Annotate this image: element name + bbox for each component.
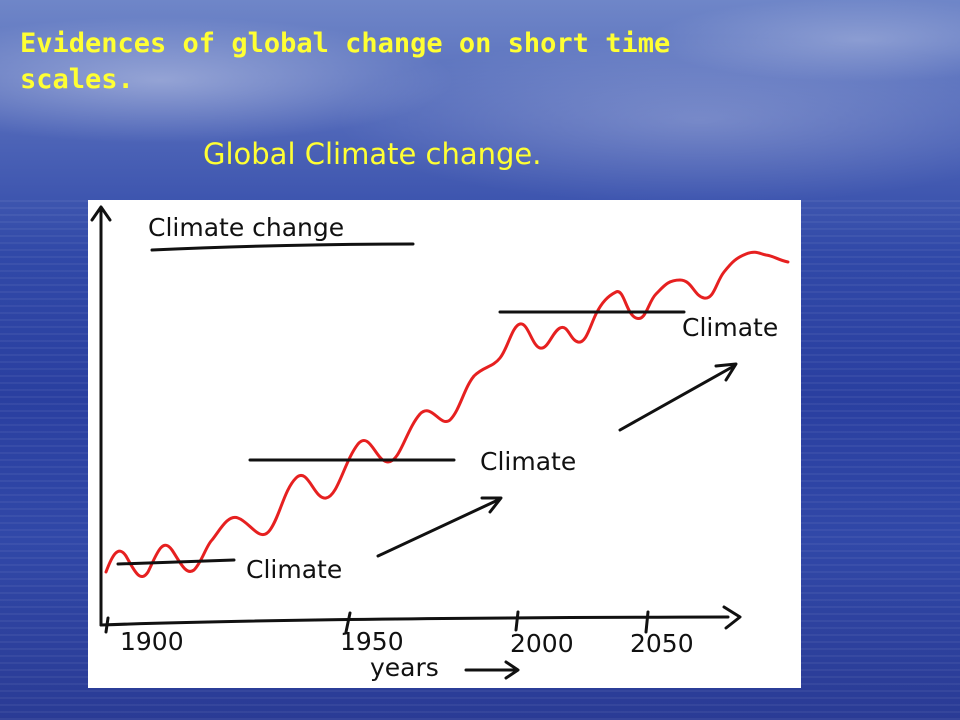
x-axis-label: years [370, 653, 439, 682]
x-tick-label-2050: 2050 [630, 629, 694, 658]
x-axis [99, 615, 730, 627]
arrow-2-head [714, 362, 738, 382]
x-tick-1900 [104, 616, 110, 634]
slide-title: Evidences of global change on short time… [20, 28, 671, 95]
x-axis-label-arrowhead [504, 660, 520, 680]
x-tick-1950 [344, 611, 352, 634]
climate-label-1: Climate [246, 555, 342, 584]
arrow-2 [618, 364, 736, 432]
x-tick-2000 [514, 610, 520, 632]
climate-average-line-1 [116, 558, 236, 566]
temperature-curve [104, 250, 790, 578]
x-tick-label-1900: 1900 [120, 627, 184, 656]
climate-label-3: Climate [682, 313, 778, 342]
slide-subtitle: Global Climate change. [203, 137, 542, 171]
x-tick-2050 [644, 610, 650, 634]
heading-underline [150, 242, 415, 252]
arrow-1 [376, 498, 500, 558]
x-tick-label-2000: 2000 [510, 629, 574, 658]
arrow-1-head [480, 496, 503, 514]
climate-sketch-figure: Climate change Climate Climate Climate 1… [88, 200, 801, 688]
y-axis-arrowhead [90, 205, 112, 222]
sketch-heading: Climate change [148, 213, 344, 242]
x-tick-label-1950: 1950 [340, 627, 404, 656]
climate-sketch-svg: Climate change Climate Climate Climate 1… [90, 205, 790, 682]
x-axis-arrowhead [722, 605, 742, 630]
climate-label-2: Climate [480, 447, 576, 476]
